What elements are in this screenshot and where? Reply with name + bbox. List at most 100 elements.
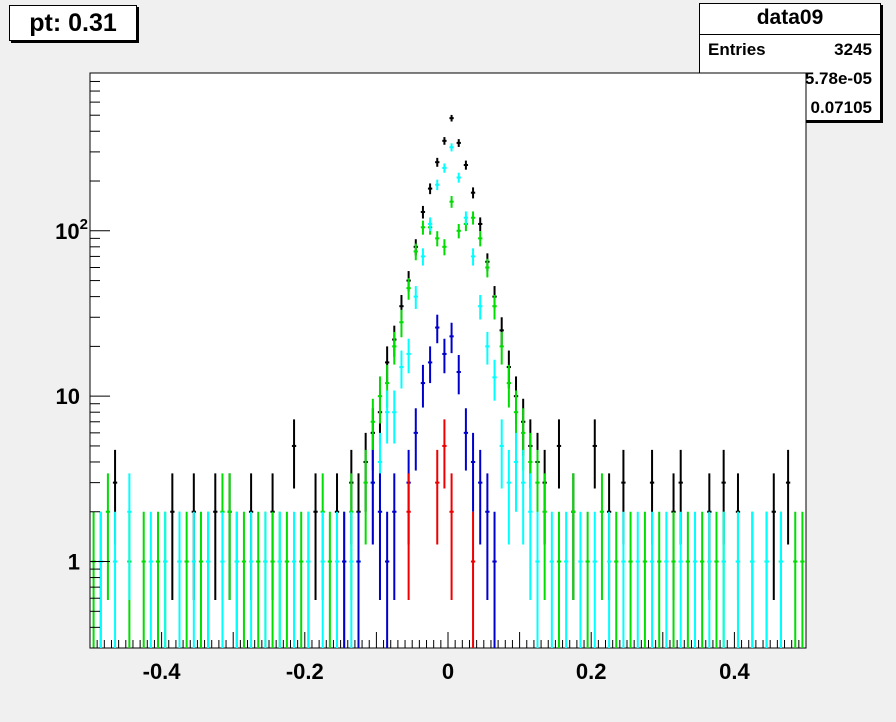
data-point — [721, 449, 726, 545]
data-point — [478, 231, 483, 247]
data-point — [342, 511, 347, 648]
data-point — [248, 473, 254, 600]
data-point — [764, 511, 769, 648]
data-point — [406, 449, 411, 545]
data-point — [291, 511, 297, 648]
data-point — [435, 157, 440, 167]
data-point — [628, 511, 633, 648]
data-point — [750, 511, 755, 648]
data-point — [299, 511, 304, 648]
data-point — [750, 511, 755, 648]
data-point — [263, 511, 268, 648]
data-point — [377, 473, 383, 600]
data-point — [342, 511, 347, 648]
data-point — [463, 408, 469, 471]
data-point — [392, 331, 397, 365]
data-point — [170, 473, 175, 600]
data-point — [241, 511, 247, 648]
data-point — [778, 511, 784, 648]
data-point — [205, 511, 211, 648]
data-point — [764, 511, 769, 648]
series-2 — [98, 143, 784, 648]
data-point — [592, 419, 597, 489]
data-point — [413, 286, 418, 309]
data-point — [485, 473, 490, 600]
data-point — [356, 473, 361, 600]
data-point — [485, 331, 490, 365]
data-point — [499, 331, 504, 365]
data-point — [98, 511, 103, 648]
data-point — [513, 390, 519, 444]
data-point — [721, 511, 726, 648]
data-point — [148, 511, 154, 648]
data-point — [485, 258, 490, 278]
y-tick-label: 1 — [68, 550, 80, 575]
data-point — [435, 449, 440, 545]
series-1 — [91, 196, 805, 648]
data-point — [313, 473, 318, 600]
data-point — [399, 350, 404, 389]
y-tick-label: 10 — [56, 384, 80, 409]
data-point — [506, 449, 512, 545]
data-point — [513, 432, 519, 512]
x-tick-label: 0.2 — [576, 659, 607, 684]
data-point — [420, 248, 426, 266]
data-point — [406, 278, 411, 300]
data-point — [306, 511, 311, 648]
data-point — [492, 511, 497, 648]
data-point — [778, 511, 784, 648]
data-point — [800, 511, 805, 648]
stats-label: RMS — [708, 98, 746, 117]
stats-box: data09 Entries 3245 Mean 5.78e-05 RMS 0.… — [699, 3, 881, 121]
data-point — [435, 179, 440, 191]
stats-label: Entries — [708, 40, 766, 59]
stats-row-rms: RMS 0.07105 — [700, 93, 880, 122]
data-point — [427, 346, 433, 384]
data-point — [470, 432, 476, 512]
data-point — [513, 376, 519, 424]
data-point — [606, 473, 612, 600]
data-point — [456, 139, 461, 147]
data-point — [413, 239, 418, 256]
data-point — [449, 322, 454, 354]
data-point — [678, 511, 683, 648]
data-point — [377, 390, 383, 444]
data-point — [721, 511, 726, 648]
data-point — [635, 511, 640, 648]
data-point — [327, 511, 333, 648]
data-point — [277, 511, 282, 648]
data-point — [642, 511, 648, 648]
data-point — [220, 511, 225, 648]
data-point — [234, 511, 239, 648]
data-point — [213, 473, 218, 600]
data-point — [542, 473, 547, 600]
data-point — [141, 511, 146, 648]
data-point — [105, 473, 111, 600]
series-4 — [406, 419, 476, 648]
stats-value: 0.07105 — [810, 98, 872, 117]
stats-row-mean: Mean 5.78e-05 — [700, 64, 880, 93]
data-point — [406, 473, 411, 600]
data-point — [191, 511, 196, 648]
data-point — [735, 473, 741, 600]
data-point — [392, 325, 397, 357]
data-point — [198, 511, 204, 648]
stats-label: Mean — [708, 69, 752, 88]
data-point — [785, 449, 791, 545]
data-point — [456, 354, 461, 395]
data-point — [334, 473, 340, 600]
data-point — [435, 231, 440, 247]
data-point — [270, 511, 275, 648]
data-point — [370, 398, 375, 456]
data-point — [155, 511, 161, 648]
x-tick-label: -0.4 — [143, 659, 182, 684]
data-point — [91, 511, 96, 648]
data-point — [177, 511, 182, 648]
data-point — [270, 473, 275, 600]
data-point — [263, 511, 268, 648]
data-point — [320, 473, 325, 600]
data-point — [571, 473, 576, 600]
stats-value: 3245 — [834, 40, 872, 59]
data-point — [463, 160, 469, 170]
data-point — [191, 473, 196, 600]
